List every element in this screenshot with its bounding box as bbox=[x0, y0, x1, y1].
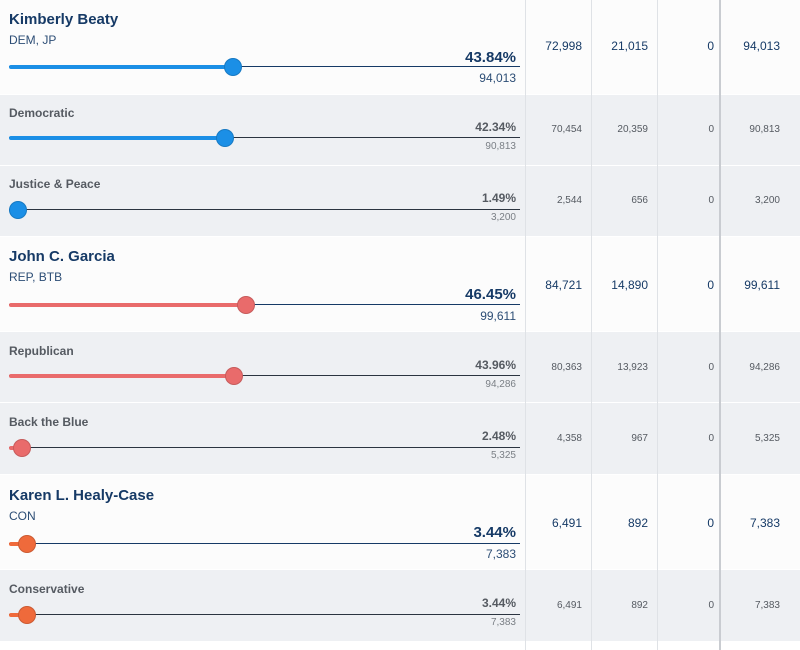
votes-column-3: 0 bbox=[708, 600, 714, 611]
candidate-row-karen-l-healy-case[interactable]: Karen L. Healy-Case CON 3.44% 7,383 6,49… bbox=[0, 475, 800, 570]
votes-column-2: 656 bbox=[631, 195, 648, 206]
party-name: Back the Blue bbox=[9, 415, 89, 429]
party-row-democratic[interactable]: Democratic 42.34% 90,813 70,454 20,359 0… bbox=[0, 95, 800, 166]
votes-column-1: 80,363 bbox=[551, 362, 582, 373]
column-divider-total bbox=[719, 0, 721, 650]
votes-column-1: 6,491 bbox=[551, 516, 582, 530]
vote-share-marker bbox=[13, 439, 31, 457]
candidate-row-kimberly-beaty[interactable]: Kimberly Beaty DEM, JP 43.84% 94,013 72,… bbox=[0, 0, 800, 95]
candidate-row-john-c-garcia[interactable]: John C. Garcia REP, BTB 46.45% 99,611 84… bbox=[0, 237, 800, 332]
votes-column-2: 20,359 bbox=[617, 124, 648, 135]
votes-column-2: 892 bbox=[631, 600, 648, 611]
votes-total-column: 3,200 bbox=[754, 195, 780, 206]
party-row-conservative[interactable]: Conservative 3.44% 7,383 6,491 892 0 7,3… bbox=[0, 570, 800, 642]
votes-column-3: 0 bbox=[708, 362, 714, 373]
total-votes: 3,200 bbox=[490, 212, 516, 223]
vote-percentage: 3.44% bbox=[481, 596, 516, 610]
votes-column-3: 0 bbox=[708, 195, 714, 206]
votes-column-2: 13,923 bbox=[617, 362, 648, 373]
party-row-back-the-blue[interactable]: Back the Blue 2.48% 5,325 4,358 967 0 5,… bbox=[0, 403, 800, 475]
candidate-name: Karen L. Healy-Case bbox=[9, 487, 155, 504]
column-divider bbox=[591, 0, 592, 650]
vote-percentage: 1.49% bbox=[481, 191, 516, 205]
votes-total-column: 99,611 bbox=[744, 278, 780, 292]
column-divider bbox=[657, 0, 658, 650]
votes-total-column: 5,325 bbox=[754, 433, 780, 444]
vote-share-fill bbox=[9, 303, 246, 307]
column-divider bbox=[525, 0, 526, 650]
votes-total-column: 7,383 bbox=[754, 600, 780, 611]
votes-column-1: 6,491 bbox=[556, 600, 582, 611]
party-row-justice-peace[interactable]: Justice & Peace 1.49% 3,200 2,544 656 0 … bbox=[0, 166, 800, 237]
total-votes: 99,611 bbox=[480, 309, 516, 323]
votes-column-3: 0 bbox=[708, 433, 714, 444]
party-name: Democratic bbox=[9, 106, 75, 120]
votes-total-column: 94,013 bbox=[743, 39, 780, 53]
party-name: Justice & Peace bbox=[9, 177, 101, 191]
votes-column-1: 2,544 bbox=[556, 195, 582, 206]
party-name: Conservative bbox=[9, 582, 85, 596]
votes-column-2: 892 bbox=[627, 516, 648, 530]
vote-percentage: 43.84% bbox=[465, 49, 516, 66]
vote-percentage: 46.45% bbox=[465, 286, 516, 303]
votes-column-1: 84,721 bbox=[545, 278, 582, 292]
votes-column-1: 70,454 bbox=[551, 124, 582, 135]
votes-column-2: 21,015 bbox=[611, 39, 648, 53]
votes-column-1: 72,998 bbox=[545, 39, 582, 53]
total-votes: 7,383 bbox=[485, 547, 516, 561]
votes-column-1: 4,358 bbox=[556, 433, 582, 444]
total-votes: 94,286 bbox=[485, 379, 516, 390]
vote-percentage: 43.96% bbox=[475, 358, 516, 372]
votes-column-3: 0 bbox=[707, 39, 714, 53]
party-row-republican[interactable]: Republican 43.96% 94,286 80,363 13,923 0… bbox=[0, 332, 800, 403]
vote-share-marker bbox=[18, 535, 36, 553]
vote-share-marker bbox=[225, 367, 243, 385]
votes-total-column: 7,383 bbox=[749, 516, 780, 530]
vote-share-fill bbox=[9, 374, 234, 378]
candidate-party-affiliation: DEM, JP bbox=[9, 33, 57, 47]
votes-total-column: 90,813 bbox=[749, 124, 780, 135]
candidate-name: Kimberly Beaty bbox=[9, 11, 119, 28]
vote-share-marker bbox=[9, 201, 27, 219]
vote-share-marker bbox=[18, 606, 36, 624]
candidate-name: John C. Garcia bbox=[9, 248, 115, 265]
vote-percentage: 2.48% bbox=[481, 429, 516, 443]
vote-share-marker bbox=[224, 58, 242, 76]
total-votes: 5,325 bbox=[490, 450, 516, 461]
vote-share-marker bbox=[216, 129, 234, 147]
votes-column-2: 14,890 bbox=[611, 278, 648, 292]
votes-column-3: 0 bbox=[707, 516, 714, 530]
vote-share-fill bbox=[9, 136, 225, 140]
votes-total-column: 94,286 bbox=[749, 362, 780, 373]
total-votes: 7,383 bbox=[490, 617, 516, 628]
candidate-party-affiliation: REP, BTB bbox=[9, 270, 63, 284]
total-votes: 94,013 bbox=[479, 71, 516, 85]
total-votes: 90,813 bbox=[485, 141, 516, 152]
vote-percentage: 42.34% bbox=[475, 120, 516, 134]
votes-column-3: 0 bbox=[708, 124, 714, 135]
candidate-party-affiliation: CON bbox=[9, 509, 36, 523]
vote-share-fill bbox=[9, 65, 233, 69]
votes-column-2: 967 bbox=[631, 433, 648, 444]
votes-column-3: 0 bbox=[707, 278, 714, 292]
vote-share-marker bbox=[237, 296, 255, 314]
party-name: Republican bbox=[9, 344, 74, 358]
vote-percentage: 3.44% bbox=[473, 524, 516, 541]
